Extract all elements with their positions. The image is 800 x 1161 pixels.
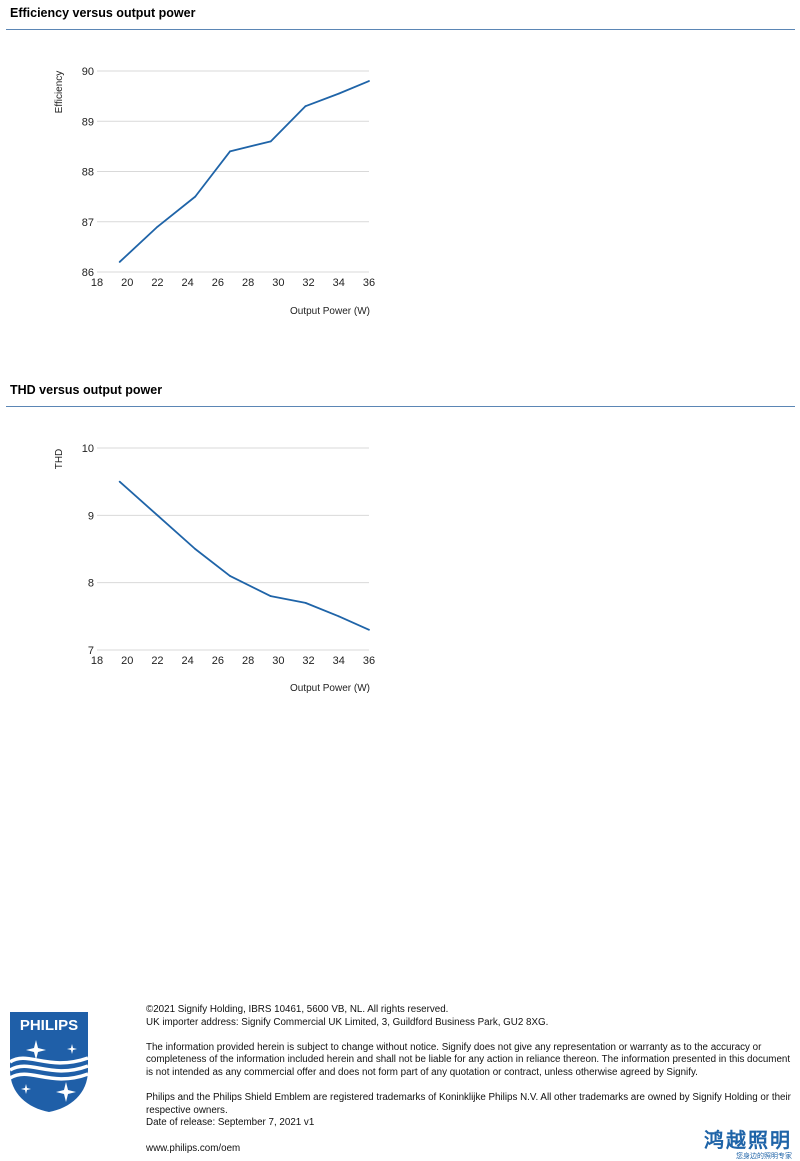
y-tick-label: 88 [82,167,94,179]
y-tick-label: 89 [82,116,94,128]
data-point [194,195,197,198]
x-tick-label: 28 [242,655,254,667]
data-point [337,615,340,618]
x-tick-label: 20 [121,655,133,667]
x-tick-label: 34 [333,655,345,667]
y-tick-label: 9 [88,510,94,522]
x-axis-label: Output Power (W) [290,306,370,317]
x-tick-label: 22 [151,277,163,289]
series-line [119,480,370,631]
x-tick-label: 30 [272,655,284,667]
data-point [304,105,307,108]
footer-legal: ©2021 Signify Holding, IBRS 10461, 5600 … [146,1004,794,1155]
x-tick-label: 26 [212,655,224,667]
data-point [118,261,121,263]
x-tick-label: 34 [333,277,345,289]
y-tick-label: 10 [82,443,94,455]
distributor-tagline: 您身边的照明专家 [736,1152,792,1160]
distributor-name: 鸿越照明 [704,1128,792,1152]
data-point [368,80,370,82]
data-point [156,514,159,517]
y-axis-label: THD [54,449,65,470]
philips-shield-logo: PHILIPS [9,1012,89,1112]
efficiency-section-title: Efficiency versus output power [10,6,196,20]
data-point [269,140,272,143]
thd-chart: 7 8 9 10 18 20 22 24 26 28 30 32 34 36 THD Output Power… [54,443,375,694]
data-point [304,601,307,604]
x-tick-label: 36 [363,655,375,667]
x-tick-label: 24 [182,277,194,289]
philips-wordmark: PHILIPS [20,1017,78,1034]
x-tick-label: 26 [212,277,224,289]
x-tick-label: 20 [121,277,133,289]
y-axis-label: Efficiency [54,71,65,114]
section-divider [6,29,795,30]
data-point [368,628,370,631]
section-divider [6,406,795,407]
x-tick-label: 32 [302,277,314,289]
y-tick-label: 87 [82,217,94,229]
website-url[interactable]: www.philips.com/oem [146,1142,241,1154]
trademark-paragraph: Philips and the Philips Shield Emblem ar… [146,1092,791,1116]
copyright-line: ©2021 Signify Holding, IBRS 10461, 5600 … [146,1004,449,1015]
y-tick-label: 86 [82,267,94,279]
data-point [229,150,231,153]
x-tick-label: 30 [272,277,284,289]
thd-section-title: THD versus output power [10,383,163,397]
disclaimer-paragraph: The information provided herein is subje… [146,1041,791,1078]
release-date: Date of release: September 7, 2021 v1 [146,1117,315,1129]
x-tick-label: 32 [302,655,314,667]
data-point [269,595,272,598]
x-axis-label: Output Power (W) [290,683,370,694]
importer-line: UK importer address: Signify Commercial … [146,1016,549,1028]
data-point [156,225,159,228]
data-point [118,480,121,483]
efficiency-chart: 86 87 88 89 90 18 20 22 24 26 28 30 32 34 36 Efficiency… [54,66,375,317]
distributor-brand: 鸿越照明 您身边的照明专家 [704,1124,792,1161]
data-point [194,548,197,550]
x-tick-label: 36 [363,277,375,289]
x-tick-label: 24 [182,655,194,667]
x-tick-label: 22 [151,655,163,667]
y-tick-label: 7 [88,645,94,657]
y-tick-label: 90 [82,66,94,78]
data-point [337,92,340,95]
y-tick-label: 8 [88,578,94,590]
series-line [119,80,370,263]
x-tick-label: 18 [91,655,103,667]
x-tick-label: 18 [91,277,103,289]
x-tick-label: 28 [242,277,254,289]
data-point [229,575,231,577]
